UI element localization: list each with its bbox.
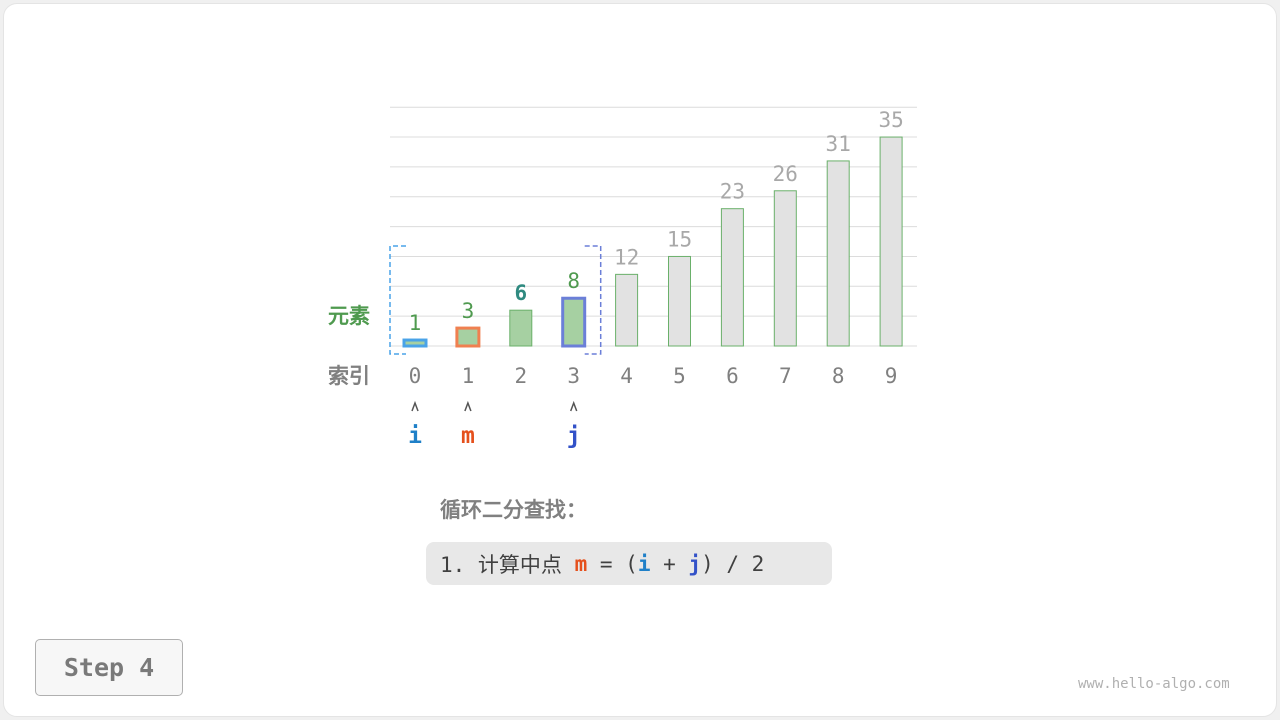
algorithm-title: 循环二分查找：	[440, 498, 587, 522]
formula-box: 1. 计算中点 m = (i + j) / 2	[426, 542, 832, 585]
index-tick-6: 6	[726, 364, 739, 388]
bar-9	[879, 136, 903, 347]
value-label-9: 35	[878, 108, 903, 132]
range-bracket-left	[389, 245, 406, 355]
value-label-2: 6	[514, 281, 527, 305]
value-label-0: 1	[409, 311, 422, 335]
bar-4	[615, 273, 639, 347]
index-tick-5: 5	[673, 364, 686, 388]
index-tick-8: 8	[832, 364, 845, 388]
formula-eq: = (	[587, 551, 638, 576]
index-label: 索引	[328, 364, 370, 388]
value-label-4: 12	[614, 245, 639, 269]
value-label-7: 26	[773, 162, 798, 186]
formula-m: m	[574, 551, 588, 576]
value-label-1: 3	[462, 299, 475, 323]
index-tick-9: 9	[885, 364, 898, 388]
pointer-m: m	[461, 423, 475, 449]
bar-8	[826, 160, 850, 347]
index-tick-4: 4	[620, 364, 633, 388]
bar-7	[773, 190, 797, 347]
index-tick-2: 2	[514, 364, 527, 388]
bar-1	[455, 326, 481, 348]
pointer-i: i	[408, 423, 422, 449]
value-label-5: 15	[667, 227, 692, 251]
index-tick-3: 3	[567, 364, 580, 388]
bar-6	[720, 208, 744, 347]
elements-label: 元素	[328, 304, 370, 328]
watermark: www.hello-algo.com	[1078, 676, 1230, 692]
formula-i: i	[637, 551, 651, 576]
bar-0	[402, 338, 428, 348]
value-label-8: 31	[826, 132, 851, 156]
bar-3	[561, 296, 587, 348]
slide-frame	[3, 3, 1277, 717]
formula-suffix: ) / 2	[701, 551, 765, 576]
formula-prefix: 1. 计算中点	[440, 552, 575, 577]
formula-plus: +	[650, 551, 689, 576]
index-tick-1: 1	[462, 364, 475, 388]
step-indicator[interactable]: Step 4	[35, 639, 183, 696]
index-tick-7: 7	[779, 364, 792, 388]
index-tick-0: 0	[409, 364, 422, 388]
bar-2	[509, 309, 533, 347]
pointer-arrow-icon	[464, 400, 472, 412]
value-label-3: 8	[567, 269, 580, 293]
pointer-j: j	[567, 423, 581, 449]
formula-j: j	[688, 551, 702, 576]
value-label-6: 23	[720, 180, 745, 204]
range-bracket-right	[584, 245, 602, 355]
bar-5	[668, 255, 691, 347]
pointer-arrow-icon	[411, 400, 419, 412]
pointer-arrow-icon	[569, 400, 578, 412]
